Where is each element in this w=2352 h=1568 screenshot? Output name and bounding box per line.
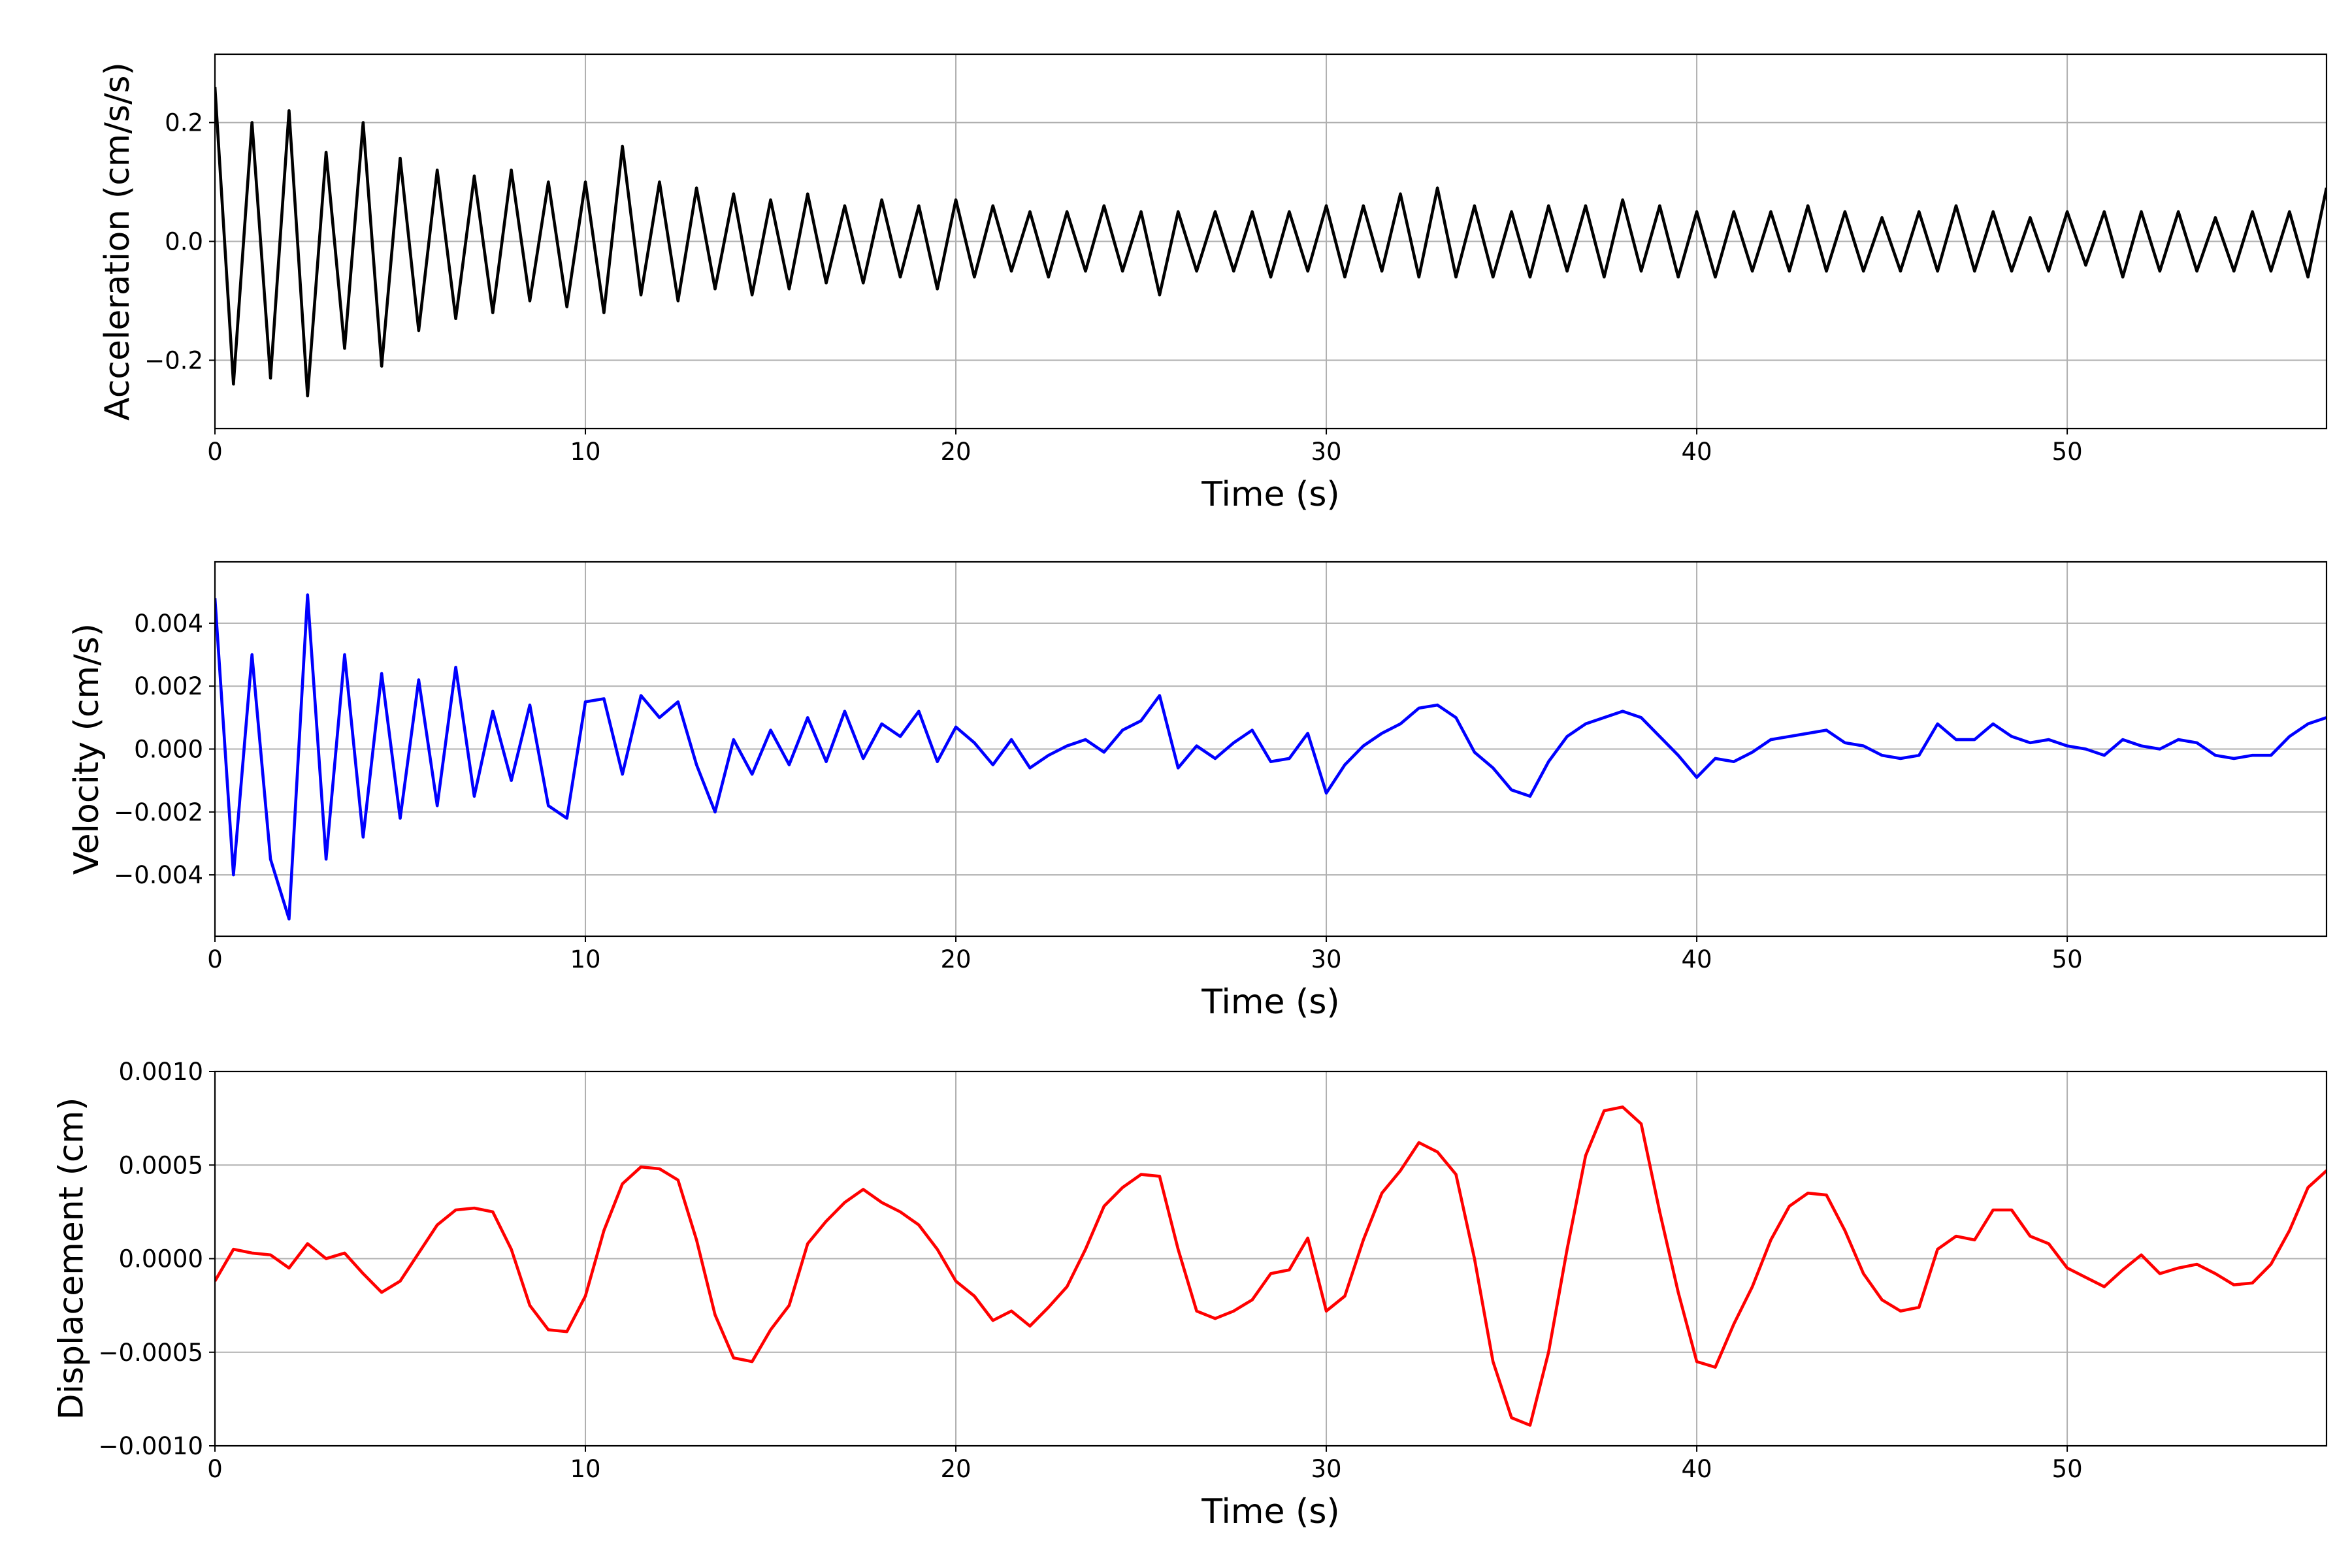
y-tick-label: −0.0005 [99, 1339, 203, 1367]
x-tick-label: 10 [570, 438, 600, 466]
plot-area [215, 86, 2327, 398]
x-tick-label: 30 [1311, 1455, 1342, 1483]
y-tick-label: 0.0010 [119, 1058, 203, 1086]
x-tick-label: 40 [1682, 1455, 1712, 1483]
y-tick-label: 0.2 [165, 109, 203, 137]
x-tick-label: 20 [940, 438, 971, 466]
y-tick-label: 0.0 [165, 228, 203, 256]
y-tick-label: −0.002 [114, 798, 203, 826]
x-axis-label: Time (s) [1201, 983, 1339, 1022]
x-tick-label: 50 [2052, 1455, 2083, 1483]
x-axis-label: Time (s) [1201, 1492, 1339, 1531]
x-tick-label: 40 [1682, 945, 1712, 973]
x-tick-label: 50 [2052, 945, 2083, 973]
x-tick-label: 30 [1311, 945, 1342, 973]
x-tick-label: 20 [940, 1455, 971, 1483]
y-axis-label: Displacement (cm) [52, 1098, 91, 1420]
data-line [215, 86, 2327, 398]
y-tick-label: 0.004 [134, 610, 203, 638]
x-tick-label: 0 [207, 945, 223, 973]
x-tick-label: 20 [940, 945, 971, 973]
x-tick-label: 30 [1311, 438, 1342, 466]
subplot: 0 10 20 30 40 50 −0.2 0.0 0.2 Time (s) Acceleratio… [98, 53, 2328, 514]
y-tick-label: −0.2 [144, 346, 203, 374]
subplot: 0 10 20 30 40 50 −0.0010 −0.0005 0.0000 0.0005 0.0… [52, 1058, 2328, 1531]
data-line [215, 1105, 2327, 1427]
y-tick-label: −0.0010 [99, 1432, 203, 1460]
y-axis-label: Velocity (cm/s) [67, 623, 106, 875]
subplot: 0 10 20 30 40 50 −0.004 −0.002 0.000 0.002 0.004 Ti… [67, 561, 2328, 1022]
y-tick-label: 0.0005 [119, 1151, 203, 1179]
y-tick-label: −0.004 [114, 861, 203, 889]
y-axis-label: Acceleration (cm/s/s) [98, 62, 137, 421]
plot-area [215, 593, 2327, 921]
x-tick-label: 50 [2052, 438, 2083, 466]
y-tick-label: 0.002 [134, 672, 203, 700]
x-tick-label: 10 [570, 1455, 600, 1483]
y-tick-label: 0.0000 [119, 1245, 203, 1273]
x-tick-label: 0 [207, 438, 223, 466]
x-axis-label: Time (s) [1201, 475, 1339, 514]
y-tick-label: 0.000 [134, 736, 203, 764]
plot-area [215, 1105, 2327, 1427]
x-tick-label: 10 [570, 945, 600, 973]
data-line [215, 593, 2327, 921]
x-tick-label: 0 [207, 1455, 223, 1483]
x-tick-label: 40 [1682, 438, 1712, 466]
